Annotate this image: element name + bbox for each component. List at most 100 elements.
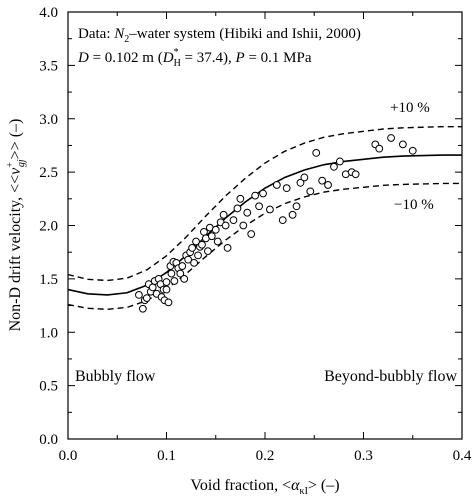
data-point xyxy=(288,210,297,219)
data-point xyxy=(251,191,260,200)
data-point xyxy=(351,170,360,179)
data-point xyxy=(239,221,248,230)
data-points xyxy=(135,134,417,313)
data-point xyxy=(399,140,407,149)
y-tick-label: 4.0 xyxy=(39,5,58,21)
data-point xyxy=(296,178,305,187)
annotation-1-d: –water system (Hibiki and Ishii, 2000) xyxy=(128,26,361,42)
y-tick-label: 0.0 xyxy=(39,432,58,448)
data-point xyxy=(162,278,171,286)
data-point xyxy=(198,240,206,249)
x-tick-label: 0.1 xyxy=(157,448,176,464)
annotation-line-1: Data: N2–water system (Hibiki and Ishii,… xyxy=(78,26,361,45)
data-point xyxy=(180,274,189,283)
data-point xyxy=(387,134,395,142)
y-tick-label: 1.0 xyxy=(39,325,58,341)
beyond-bubbly-flow-label: Beyond-bubbly flow xyxy=(324,368,457,385)
data-point xyxy=(278,216,287,225)
data-point xyxy=(292,202,301,211)
y-title-suffix: >> (–) xyxy=(7,119,24,160)
x-tick-label: 0.0 xyxy=(59,448,78,464)
annotation-2-e: H xyxy=(174,58,181,69)
y-tick-label: 3.5 xyxy=(39,58,58,74)
data-point xyxy=(178,262,187,270)
data-point xyxy=(176,269,185,278)
data-point xyxy=(207,232,216,241)
data-point xyxy=(247,230,256,238)
axis-tick-labels: 0.0 0.1 0.2 0.3 0.4 0.0 0.5 1.0 1.5 2.0 2.5 3.0 3.5 4… xyxy=(39,5,472,464)
x-title-symbol: α xyxy=(291,477,300,494)
data-point xyxy=(167,269,176,278)
axis-ticks xyxy=(67,11,463,440)
y-tick-label: 1.5 xyxy=(39,272,58,288)
annotation-2-b: = 0.102 m ( xyxy=(89,50,163,66)
annotation-1-c: 2 xyxy=(124,34,129,45)
lower-band-line xyxy=(67,182,462,311)
data-point xyxy=(219,210,228,219)
y-tick-label: 3.0 xyxy=(39,112,58,128)
data-point xyxy=(335,157,344,166)
y-title-prefix: Non-D drift velocity, << xyxy=(7,175,24,332)
y-tick-label: 2.0 xyxy=(39,219,58,235)
lower-band-label: −10 % xyxy=(394,197,434,213)
data-point xyxy=(330,162,338,171)
data-point xyxy=(266,205,274,214)
data-point xyxy=(148,283,157,292)
data-point xyxy=(229,216,238,225)
bubbly-flow-label: Bubbly flow xyxy=(75,368,156,385)
data-point xyxy=(188,244,197,252)
data-point xyxy=(190,258,198,267)
annotation-2-g: P xyxy=(235,50,245,66)
annotation-2-c: D xyxy=(162,50,174,66)
data-point xyxy=(142,294,151,302)
x-tick-label: 0.2 xyxy=(256,448,275,464)
data-point xyxy=(300,173,309,182)
data-point xyxy=(194,251,202,260)
data-point xyxy=(184,255,193,264)
y-tick-label: 2.5 xyxy=(39,165,58,181)
upper-band-line xyxy=(67,125,462,282)
data-point xyxy=(318,176,327,185)
data-point xyxy=(255,202,263,211)
annotation-2-a: D xyxy=(77,50,89,66)
data-point xyxy=(221,221,230,230)
y-title-symbol: v xyxy=(7,167,24,175)
data-point xyxy=(312,149,321,157)
data-point xyxy=(192,237,200,246)
data-point xyxy=(272,181,281,189)
data-point xyxy=(324,181,332,189)
data-point xyxy=(236,194,245,203)
annotation-1-a: Data: xyxy=(78,26,114,42)
y-title-sub: gj xyxy=(16,159,27,167)
data-point xyxy=(138,304,147,313)
x-title-prefix: Void fraction, < xyxy=(190,477,291,494)
x-title-sub: κI xyxy=(300,486,308,497)
data-point xyxy=(162,285,171,294)
annotation-2-f: = 37.4), xyxy=(181,50,236,66)
y-axis-title: Non-D drift velocity, <<v+gj>> (–) xyxy=(5,119,27,332)
x-title-suffix: > (–) xyxy=(308,477,340,494)
y-title-sup: + xyxy=(5,162,16,168)
data-point xyxy=(223,244,232,252)
y-tick-label: 0.5 xyxy=(39,379,58,395)
data-point xyxy=(200,228,208,236)
data-point xyxy=(306,187,315,196)
annotation-2-d: * xyxy=(174,47,179,58)
band-lines xyxy=(67,125,462,311)
x-tick-label: 0.3 xyxy=(354,448,373,464)
upper-band-label: +10 % xyxy=(390,100,430,116)
annotation-line-2: D = 0.102 m (D* H = 37.4), P = 0.1 MPa xyxy=(77,47,312,69)
annotation-2-h: = 0.1 MPa xyxy=(245,50,312,66)
annotation-1-b: N xyxy=(113,26,125,42)
data-point xyxy=(408,146,417,155)
correlation-line xyxy=(67,154,462,296)
data-point xyxy=(282,184,291,193)
data-point xyxy=(170,277,179,285)
data-point xyxy=(203,247,212,256)
data-point xyxy=(375,144,384,153)
data-point xyxy=(164,298,173,307)
fit-line xyxy=(67,154,462,296)
data-point xyxy=(259,189,267,198)
data-point xyxy=(211,225,220,234)
